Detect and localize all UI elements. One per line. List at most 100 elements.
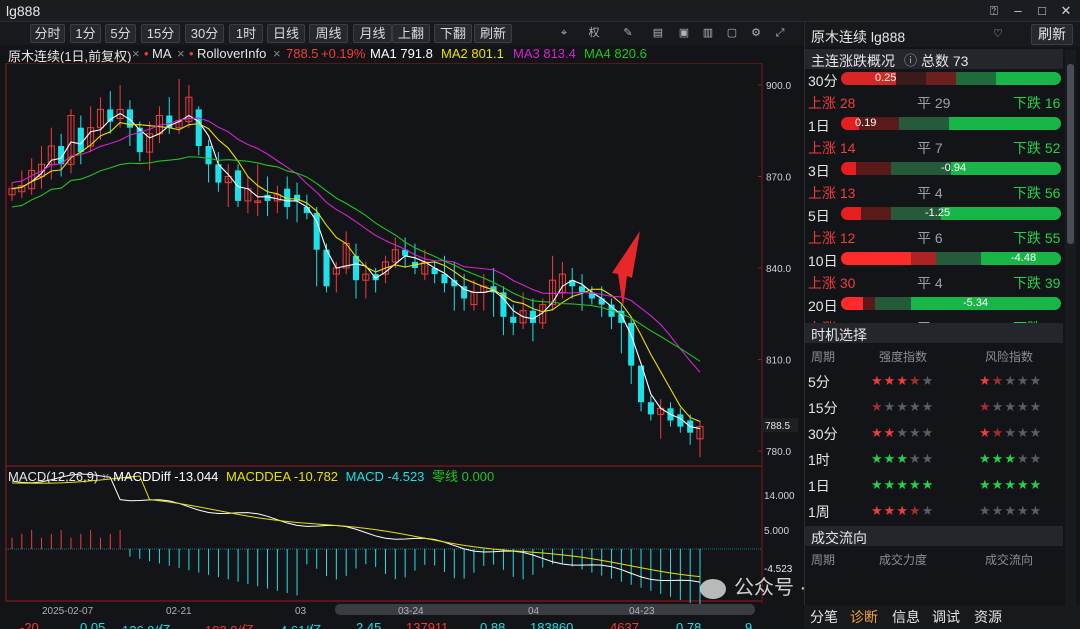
minimize-icon[interactable]: – [1014, 3, 1022, 18]
candle-body-up [391, 249, 399, 263]
ma4-value: MA4 820.6 [584, 46, 647, 61]
candle-body-down [195, 109, 202, 146]
kline-chart[interactable]: 900.0 870.0 840.0 810.0 780.0 788.5 14.000 5.0… [0, 63, 803, 629]
overview-row[interactable]: 1日 0.19 上涨 14 平 7 下跌 52 [805, 115, 1063, 159]
price-tick-label: 840.0 [766, 264, 791, 275]
ma3-value: MA3 813.4 [513, 46, 576, 61]
overview-row[interactable]: 30分 0.25 上涨 28 平 29 下跌 16 [805, 70, 1063, 114]
overview-row[interactable]: 5日 -1.25 上涨 12 平 6 下跌 55 [805, 205, 1063, 249]
row-period: 5日 [808, 208, 830, 224]
right-header: 原木连续 lg888 ♡ 刷新 [805, 22, 1080, 47]
macd-value: MACD -4.523 [345, 469, 425, 484]
candle-body-down [628, 322, 635, 366]
strip-value: 0.88 [480, 620, 506, 629]
strength-stars: ★★★★★ [871, 503, 935, 518]
btn-30min[interactable]: 30分 [185, 24, 224, 43]
fullscreen-icon[interactable]: ⤢ [775, 27, 785, 39]
section-overview: 主连涨跌概况 ⓘ 总数 73 [805, 49, 1063, 69]
layout-icon[interactable]: ▥ [702, 27, 714, 39]
rollover-label[interactable]: RolloverInfo [197, 46, 267, 61]
tab-resources[interactable]: 资源 [974, 609, 1002, 625]
timing-head: 周期 强度指数 风险指数 [805, 345, 1063, 365]
indicator-icon[interactable]: ▤ [652, 27, 664, 39]
overview-row[interactable]: 3日 -0.94 上涨 13 平 4 下跌 56 [805, 160, 1063, 204]
candle-body-up [47, 145, 55, 165]
ma2-value: MA2 801.1 [441, 46, 504, 61]
candle-body-down [461, 286, 468, 299]
draw-pen-icon[interactable]: ✎ [623, 27, 633, 39]
crosshair-icon[interactable]: ⌖ [560, 27, 568, 39]
candle-body-down [500, 292, 507, 317]
help-icon[interactable]: ⍰ [990, 3, 998, 18]
btn-monthly[interactable]: 月线 [353, 24, 392, 43]
btn-15min[interactable]: 15分 [141, 24, 180, 43]
scroll-thumb[interactable] [1067, 64, 1074, 244]
last-price: 788.5 [286, 46, 319, 61]
timing-period: 30分 [808, 426, 838, 442]
candle-body-down [569, 280, 576, 287]
btn-5min[interactable]: 5分 [105, 24, 136, 43]
timing-period: 5分 [808, 374, 830, 390]
btn-1hour[interactable]: 1时 [229, 24, 263, 43]
btn-weekly[interactable]: 周线 [309, 24, 348, 43]
strip-value: -20 [20, 620, 39, 629]
template-icon[interactable]: ▣ [678, 27, 690, 39]
red-arrow-annotation [612, 231, 640, 307]
candle-body-up [96, 108, 105, 129]
right-scrollbar[interactable] [1065, 50, 1076, 605]
btn-daily[interactable]: 日线 [267, 24, 305, 43]
btn-refresh[interactable]: 刷新 [474, 24, 512, 43]
row-period: 30分 [808, 73, 838, 89]
macd-diff-line [11, 473, 701, 583]
tab-diagnosis[interactable]: 诊断 [850, 609, 878, 625]
btn-page-up[interactable]: 上翻 [392, 24, 430, 43]
btn-page-down[interactable]: 下翻 [434, 24, 472, 43]
ma-lines-layer [11, 112, 701, 430]
heart-icon[interactable]: ♡ [993, 28, 1003, 40]
btn-1min[interactable]: 1分 [70, 24, 101, 43]
window-icon[interactable]: ▢ [726, 27, 738, 39]
flow-col-force: 成交力度 [879, 553, 928, 567]
overview-row[interactable]: 10日 -4.48 上涨 30 平 4 下跌 39 [805, 250, 1063, 294]
candle-body-down [77, 127, 84, 153]
macd-axis-label: 5.000 [764, 526, 789, 537]
macd-close-icon[interactable]: × [101, 469, 110, 484]
down-count: 下跌 39 [1013, 275, 1061, 291]
strength-stars: ★★★★★ [871, 373, 935, 388]
ma-dot-icon: • [144, 46, 149, 61]
close-icon[interactable]: ✕ [1060, 3, 1072, 18]
ma1-value: MA1 791.8 [370, 46, 433, 61]
candle-body-down [431, 268, 438, 275]
timing-col: 风险指数 [985, 350, 1034, 364]
macd-axis-label: 14.000 [764, 491, 795, 502]
flat-count: 平 4 [917, 275, 943, 291]
time-scrollbar[interactable] [335, 604, 755, 615]
current-price-box [762, 418, 798, 433]
close-rollover-icon[interactable]: × [177, 46, 185, 61]
settings-icon[interactable]: ⚙ [751, 27, 761, 39]
candle-body-down [215, 164, 222, 183]
candles-layer [8, 78, 704, 458]
maximize-icon[interactable]: □ [1038, 3, 1046, 18]
tab-debug[interactable]: 调试 [932, 609, 960, 625]
timing-period: 1日 [808, 478, 830, 494]
candle-body-up [381, 261, 390, 275]
tab-info[interactable]: 信息 [892, 609, 920, 625]
bar-value: -4.48 [1011, 252, 1037, 264]
candle-body-up [696, 426, 704, 440]
close-icon-2[interactable]: × [273, 46, 281, 61]
bottom-data-strip: -20 0.05 126.0/亿 182.8/亿 4.61/亿 2.45 137911 0.8… [0, 619, 803, 629]
ma-label[interactable]: MA [152, 46, 172, 61]
right-refresh-button[interactable]: 刷新 [1031, 24, 1073, 45]
btn-fenshi[interactable]: 分时 [30, 24, 65, 43]
price-tick-label: 780.0 [766, 447, 791, 458]
candle-body-down [107, 109, 114, 122]
candle-body-down [510, 316, 517, 323]
right-title: 原木连续 lg888 [811, 29, 906, 45]
question-icon[interactable]: ⓘ [904, 53, 918, 68]
tab-ticks[interactable]: 分笔 [810, 609, 838, 625]
close-ma-icon[interactable]: × [132, 46, 140, 61]
rights-icon[interactable]: 权 [588, 27, 600, 39]
section-timing: 时机选择 [805, 323, 1063, 343]
ma1-line [11, 112, 701, 430]
